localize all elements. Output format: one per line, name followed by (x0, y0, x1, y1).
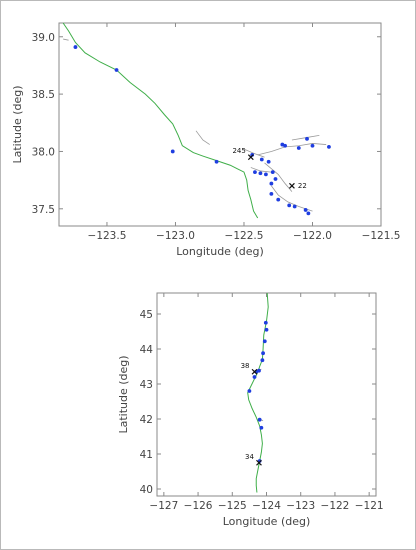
y-tick-label: 39.0 (32, 32, 55, 44)
station-point (327, 144, 331, 149)
y-tick-label: 38.0 (32, 146, 55, 158)
station-point (264, 327, 269, 332)
y-tick-label: 44 (140, 344, 154, 356)
x-tick-label: −126 (184, 500, 213, 512)
station-point (269, 181, 274, 186)
tributary-line (264, 162, 293, 192)
station-annotation: 38 (241, 362, 250, 370)
station-point (170, 149, 175, 154)
station-point (283, 143, 287, 148)
y-axis-title: Latitude (deg) (117, 355, 130, 433)
station-point (253, 170, 257, 174)
tributary-line (271, 185, 313, 212)
station-point (270, 170, 275, 174)
x-tick-label: −125 (218, 500, 247, 512)
station-point (276, 197, 281, 202)
x-tick-label: −124 (252, 500, 281, 512)
station-point (263, 320, 268, 325)
river-line (62, 22, 259, 219)
y-tick-label: 38.5 (32, 89, 55, 101)
station-point (287, 203, 292, 208)
marked-station-x (289, 182, 295, 189)
oregon-coast-plot: −127 −126 −125 −124 −123 −122 −121 40 41 42 43 44 45… (117, 292, 384, 528)
station-annotation: 245 (232, 147, 245, 155)
y-tick-label: 41 (140, 449, 153, 461)
station-point (305, 136, 309, 141)
station-point (259, 425, 264, 430)
tributary-line (243, 148, 265, 158)
station-point (114, 68, 119, 72)
y-axis-title: Latitude (deg) (11, 85, 24, 163)
x-tick-label: −122.0 (293, 230, 332, 242)
station-point (292, 204, 297, 209)
y-tick-label: 45 (140, 309, 153, 321)
y-tick-label: 43 (140, 379, 153, 391)
station-annotation: 22 (298, 182, 307, 190)
x-tick-label: −121 (355, 500, 384, 512)
tributary-line (63, 38, 69, 41)
x-tick-label: −127 (149, 500, 178, 512)
x-tick-label: −121.5 (362, 230, 401, 242)
station-point (247, 389, 252, 393)
station-point (310, 143, 315, 148)
station-point (269, 191, 274, 196)
marked-station-x (251, 368, 258, 375)
tributary-line (195, 130, 210, 145)
station-point (257, 417, 262, 422)
x-tick-label: −123 (286, 500, 315, 512)
station-point (252, 375, 257, 379)
station-point (296, 146, 301, 150)
marked-station-x (256, 459, 262, 466)
station-point (261, 351, 265, 356)
station-point (260, 358, 265, 363)
marked-station-x (247, 154, 254, 161)
x-axis-title: Longitude (deg) (176, 245, 264, 258)
station-point (264, 172, 268, 177)
x-axis-title: Longitude (deg) (223, 515, 311, 528)
y-tick-label: 40 (140, 484, 153, 496)
station-point (273, 177, 278, 181)
x-tick-label: −122 (321, 500, 350, 512)
station-point (262, 339, 267, 344)
station-point (250, 152, 255, 157)
plot-frame (58, 22, 382, 227)
x-tick-label: −123.5 (88, 230, 127, 242)
station-point (306, 211, 311, 216)
station-point (73, 45, 78, 49)
station-point (258, 171, 263, 176)
river-line (247, 292, 269, 493)
station-point (303, 208, 308, 212)
tributary-line (250, 167, 272, 173)
station-point (259, 157, 264, 162)
tributary-line (257, 143, 327, 156)
x-tick-label: −123.0 (156, 230, 195, 242)
x-tick-label: −122.5 (225, 230, 264, 242)
station-annotation: 34 (245, 453, 254, 461)
bay-area-plot: −123.5 −123.0 −122.5 −122.0 −121.5 37.5 38.0 38… (11, 22, 401, 258)
station-point (266, 159, 271, 164)
y-tick-label: 42 (140, 414, 153, 426)
station-point (214, 159, 219, 164)
y-tick-label: 37.5 (32, 204, 55, 216)
